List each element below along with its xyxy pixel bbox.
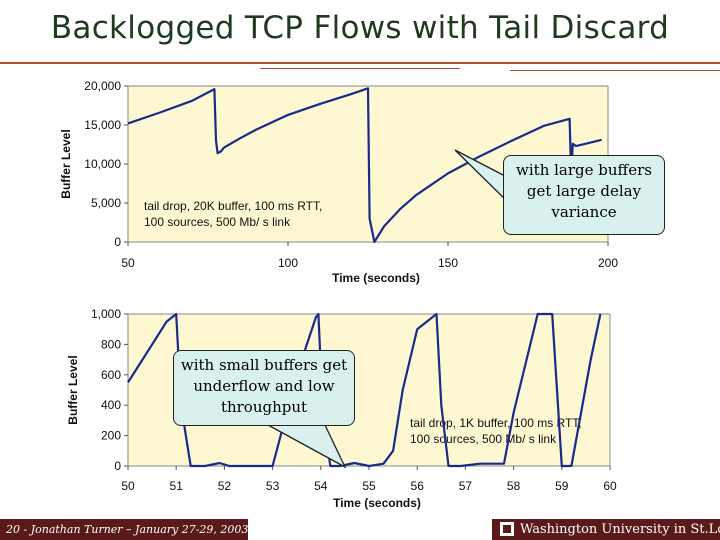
title-rule [0,62,720,64]
annotation-line: 100 sources, 500 Mb/ s link [144,215,291,229]
y-tick-label: 200 [101,429,121,443]
y-tick-label: 1,000 [91,307,121,321]
y-axis-label: Buffer Level [66,355,80,424]
y-tick-label: 0 [114,235,121,249]
x-tick-label: 58 [507,479,521,493]
chart-annotation: tail drop, 20K buffer, 100 ms RTT, 100 so… [144,199,322,229]
series-line [127,312,602,468]
x-tick-label: 50 [121,256,135,270]
annotation-line: tail drop, 20K buffer, 100 ms RTT, [144,199,322,213]
y-tick-label: 10,000 [84,157,121,171]
y-axis-label: Buffer Level [59,129,73,198]
x-tick-label: 54 [314,479,328,493]
x-tick-label: 200 [598,256,618,270]
x-tick-label: 50 [121,479,135,493]
x-axis-label: Time (seconds) [333,496,421,510]
slide-title: Backlogged TCP Flows with Tail Discard [50,10,670,46]
y-tick-label: 15,000 [84,118,121,132]
y-tick-label: 5,000 [91,196,121,210]
y-tick-label: 800 [101,337,121,351]
x-tick-label: 52 [218,479,232,493]
annotation-line: tail drop, 1K buffer, 100 ms RTT, [410,416,582,430]
footer-credit: 20 - Jonathan Turner – January 27-29, 20… [0,519,248,540]
university-seal-icon [500,522,514,536]
callout-small-buffers: with small buffers get underflow and low… [173,350,355,426]
y-tick-label: 600 [101,368,121,382]
x-tick-label: 55 [362,479,376,493]
y-tick-label: 0 [114,459,121,473]
title-rule-accent [260,68,460,69]
y-tick-label: 20,000 [84,79,121,93]
x-tick-label: 51 [170,479,184,493]
x-tick-label: 150 [438,256,458,270]
annotation-line: 100 sources, 500 Mb/ s link [410,432,557,446]
x-tick-label: 56 [411,479,425,493]
y-tick-label: 400 [101,398,121,412]
x-tick-label: 59 [555,479,569,493]
x-tick-label: 100 [278,256,298,270]
x-tick-label: 57 [459,479,473,493]
title-rule-accent-right [510,70,720,71]
x-tick-label: 53 [266,479,280,493]
footer-university-text: Washington University in St.Louis [520,522,720,537]
x-axis-label: Time (seconds) [332,271,420,285]
footer-university: Washington University in St.Louis [492,519,720,540]
x-tick-label: 60 [603,479,617,493]
callout-large-buffers: with large buffers get large delay varia… [503,155,665,235]
series-line [127,87,602,244]
